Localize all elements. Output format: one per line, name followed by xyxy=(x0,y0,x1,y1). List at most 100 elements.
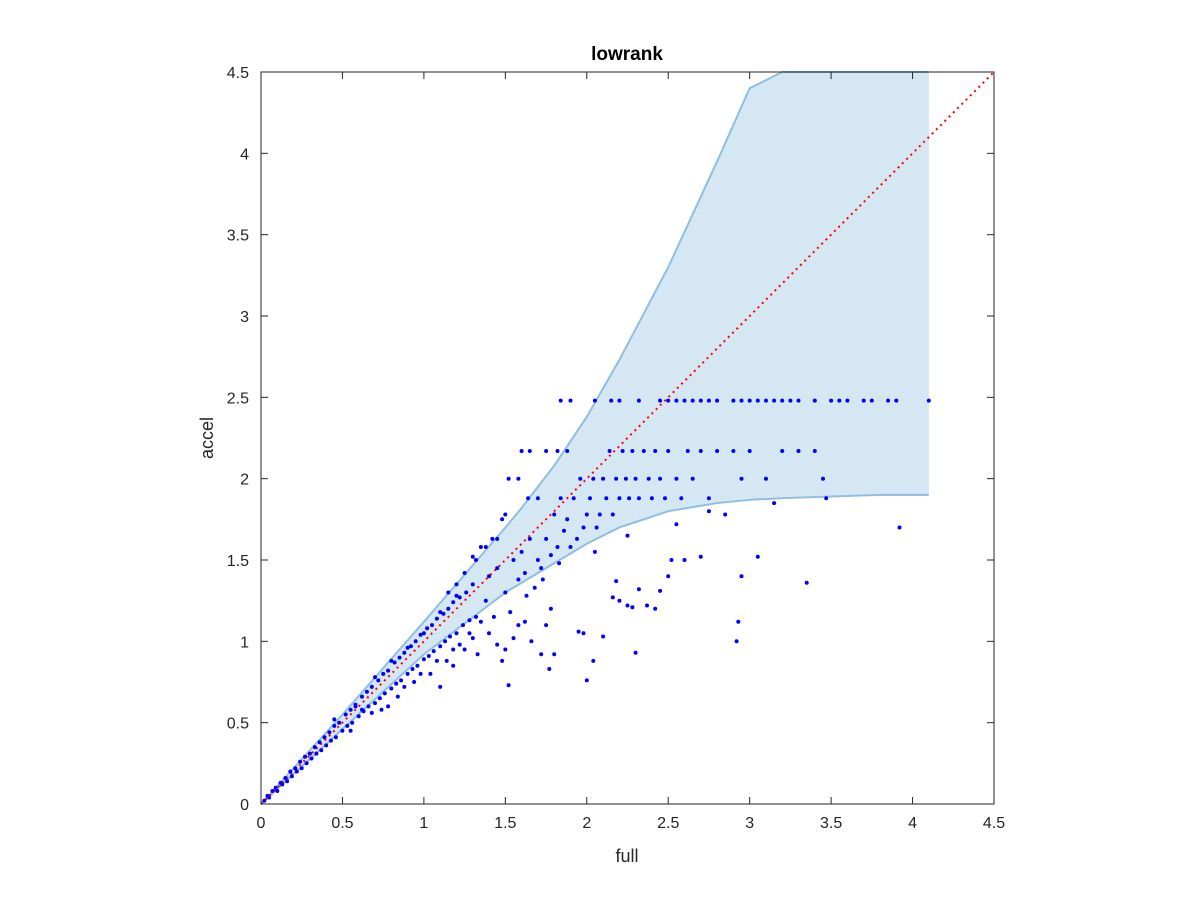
data-point xyxy=(425,626,430,631)
data-point xyxy=(430,623,434,628)
data-point xyxy=(731,449,736,453)
data-point xyxy=(299,766,304,771)
data-point xyxy=(824,496,829,501)
data-point xyxy=(568,545,573,549)
data-point xyxy=(462,571,467,575)
data-point xyxy=(495,536,500,541)
data-point xyxy=(646,476,651,481)
y-tick-label: 2 xyxy=(240,472,249,489)
data-point xyxy=(506,476,511,481)
data-point xyxy=(653,449,658,453)
data-point xyxy=(747,398,752,403)
data-point xyxy=(516,577,521,582)
data-point xyxy=(636,587,641,592)
data-point xyxy=(369,710,374,715)
axes-frame xyxy=(260,71,995,805)
data-point xyxy=(669,558,674,562)
data-point xyxy=(506,683,511,688)
data-point xyxy=(597,512,602,517)
data-point xyxy=(413,639,418,644)
data-point xyxy=(415,663,420,668)
data-point xyxy=(267,795,272,800)
data-point xyxy=(674,398,679,403)
data-point xyxy=(739,574,744,579)
data-point xyxy=(682,558,687,562)
data-point xyxy=(698,449,703,453)
data-point xyxy=(503,647,508,652)
data-point xyxy=(706,509,711,514)
data-point xyxy=(262,798,267,803)
x-tick-label: 3 xyxy=(745,815,754,832)
data-point xyxy=(314,751,319,756)
data-point xyxy=(402,684,407,689)
data-point xyxy=(539,566,544,571)
data-point xyxy=(386,704,391,709)
data-point xyxy=(565,517,570,522)
data-point xyxy=(588,496,592,501)
data-point xyxy=(690,398,695,403)
data-point xyxy=(487,631,491,636)
data-point xyxy=(584,678,589,683)
data-point xyxy=(715,449,720,453)
data-point xyxy=(558,398,563,403)
data-point xyxy=(332,723,337,728)
data-point xyxy=(666,398,671,403)
data-point xyxy=(609,398,614,403)
data-point xyxy=(386,668,391,673)
data-point xyxy=(894,398,899,403)
reference-line xyxy=(260,71,995,805)
data-point xyxy=(495,566,500,571)
data-point xyxy=(360,694,364,699)
data-point xyxy=(500,517,505,522)
data-point xyxy=(474,558,478,562)
x-tick-label: 1 xyxy=(419,815,428,832)
data-point xyxy=(519,449,524,453)
data-point xyxy=(625,533,630,538)
data-point xyxy=(451,663,456,668)
y-tick-label: 3 xyxy=(240,309,249,326)
data-point xyxy=(796,398,801,403)
data-point xyxy=(288,769,293,774)
data-point xyxy=(474,614,478,619)
data-point xyxy=(535,558,540,562)
data-point xyxy=(527,536,532,541)
data-point xyxy=(715,398,720,403)
data-point xyxy=(412,680,417,684)
data-point xyxy=(601,476,606,481)
y-tick-label: 1.5 xyxy=(227,553,249,570)
data-point xyxy=(706,496,711,501)
confidence-band xyxy=(261,72,929,804)
data-point xyxy=(666,574,671,579)
data-point xyxy=(698,554,703,559)
data-point xyxy=(392,660,397,665)
data-point xyxy=(483,598,488,603)
data-point xyxy=(645,603,649,608)
data-point xyxy=(633,476,638,481)
data-point xyxy=(837,398,842,403)
data-point xyxy=(309,756,314,761)
data-point xyxy=(610,595,615,600)
data-point xyxy=(524,593,529,598)
data-point xyxy=(526,496,531,501)
data-point xyxy=(353,704,358,709)
data-point xyxy=(448,634,452,639)
data-point xyxy=(861,398,866,403)
y-tick-label: 3.5 xyxy=(227,228,249,245)
data-point xyxy=(294,769,299,774)
data-point xyxy=(625,603,630,608)
data-point xyxy=(289,774,294,779)
data-point xyxy=(568,398,573,403)
data-point xyxy=(649,496,654,501)
data-point xyxy=(490,536,495,541)
data-point xyxy=(607,449,612,453)
data-point xyxy=(410,667,415,671)
data-point xyxy=(690,476,695,481)
data-point xyxy=(544,449,549,453)
data-point xyxy=(581,525,586,530)
x-tick-label: 4 xyxy=(908,815,917,832)
data-point xyxy=(369,684,374,689)
data-point xyxy=(454,593,459,598)
data-point xyxy=(337,720,342,725)
data-point xyxy=(389,658,394,663)
